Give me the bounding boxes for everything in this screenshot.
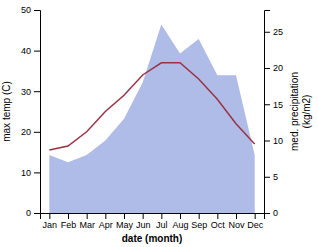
y2-tick: 20 (264, 63, 283, 73)
y2-tick-label: 10 (273, 136, 283, 146)
y-axis: 0 10 20 30 40 50 (21, 5, 41, 218)
x-tick: Nov (228, 213, 245, 230)
x-tick-label: Sep (191, 220, 207, 230)
y2-tick-mark (264, 213, 270, 214)
plot: JanFebMar AprMayJun Jul AugSep OctNovDec 0 10 2… (1, 5, 312, 244)
y-tick-label: 30 (21, 87, 31, 97)
y2-tick-mark (264, 32, 270, 33)
x-tick-mark (161, 213, 162, 219)
x-tick-label: Dec (247, 220, 264, 230)
x-tick-mark (255, 213, 256, 219)
x-tick-mark (236, 213, 237, 219)
y-tick-mark (34, 10, 40, 11)
x-tick: Dec (247, 213, 264, 230)
x-tick-label: Aug (172, 220, 188, 230)
y2-tick: 0 (264, 208, 278, 218)
y-tick-label: 0 (26, 208, 31, 218)
x-tick-mark (124, 213, 125, 219)
y2-axis: 0 5 10 15 20 25 (264, 11, 283, 219)
x-tick-label: Mar (79, 220, 95, 230)
y2-tick-mark (264, 141, 270, 142)
marks (49, 25, 254, 214)
precipitation-area (49, 25, 254, 214)
x-tick-label: Jun (136, 220, 151, 230)
x-tick: Sep (191, 213, 207, 230)
y-tick-mark (34, 132, 40, 133)
y-tick-label: 10 (21, 168, 31, 178)
y-tick: 30 (21, 87, 40, 97)
x-tick-label: Jul (156, 220, 168, 230)
x-tick: Feb (61, 213, 77, 230)
y2-axis-title-line: (kg/m2) (301, 95, 312, 129)
x-tick-label: Jan (43, 220, 58, 230)
x-tick-label: May (116, 220, 134, 230)
y-tick: 20 (21, 127, 40, 137)
x-tick: Apr (99, 213, 113, 230)
x-axis-title: date (month) (122, 233, 183, 244)
y-tick-mark (34, 91, 40, 92)
x-tick: Jul (156, 213, 168, 230)
y-tick-label: 50 (21, 5, 31, 15)
y2-tick-label: 25 (273, 27, 283, 37)
chart: JanFebMar AprMayJun Jul AugSep OctNovDec 0 10 2… (0, 0, 318, 247)
x-tick-label: Oct (211, 220, 226, 230)
x-tick-mark (87, 213, 88, 219)
y2-tick: 15 (264, 100, 283, 110)
y-tick: 50 (21, 5, 40, 15)
y2-tick-label: 0 (273, 208, 278, 218)
y-axis-title: max temp (C) (1, 81, 12, 142)
y2-tick-label: 20 (273, 63, 283, 73)
y2-tick-mark (264, 68, 270, 69)
x-tick: Jan (43, 213, 58, 230)
y2-tick: 25 (264, 27, 283, 37)
x-axis-line (41, 214, 265, 220)
y2-axis-line (265, 11, 271, 214)
x-tick-label: Nov (228, 220, 245, 230)
y-tick-mark (34, 213, 40, 214)
y2-axis-title-line: med. precipitation (289, 72, 300, 151)
y-tick-mark (34, 51, 40, 52)
x-tick-mark (217, 213, 218, 219)
y-tick-label: 20 (21, 127, 31, 137)
x-tick-mark (68, 213, 69, 219)
x-tick-mark (143, 213, 144, 219)
y-tick: 0 (26, 208, 40, 218)
x-tick-label: Feb (61, 220, 77, 230)
x-tick: Aug (172, 213, 188, 230)
y2-tick: 5 (264, 172, 278, 182)
x-tick-label: Apr (99, 220, 113, 230)
y2-tick-mark (264, 177, 270, 178)
x-tick: Mar (79, 213, 95, 230)
x-tick: Jun (136, 213, 151, 230)
temperature-line (49, 63, 254, 150)
x-tick: Oct (211, 213, 226, 230)
y-tick: 40 (21, 46, 40, 56)
y-axis-line (34, 11, 41, 214)
y2-tick: 10 (264, 136, 283, 146)
y-tick-mark (34, 172, 40, 173)
y2-axis-title: med. precipitation(kg/m2) (289, 72, 312, 151)
x-tick-mark (180, 213, 181, 219)
x-tick-mark (105, 213, 106, 219)
x-axis: JanFebMar AprMayJun Jul AugSep OctNovDec (41, 213, 265, 230)
x-tick-mark (199, 213, 200, 219)
y-tick-label: 40 (21, 46, 31, 56)
y-tick: 10 (21, 168, 40, 178)
y2-tick-label: 15 (273, 100, 283, 110)
y2-tick-mark (264, 104, 270, 105)
y2-tick-label: 5 (273, 172, 278, 182)
x-tick-mark (49, 213, 50, 219)
x-tick: May (116, 213, 134, 230)
